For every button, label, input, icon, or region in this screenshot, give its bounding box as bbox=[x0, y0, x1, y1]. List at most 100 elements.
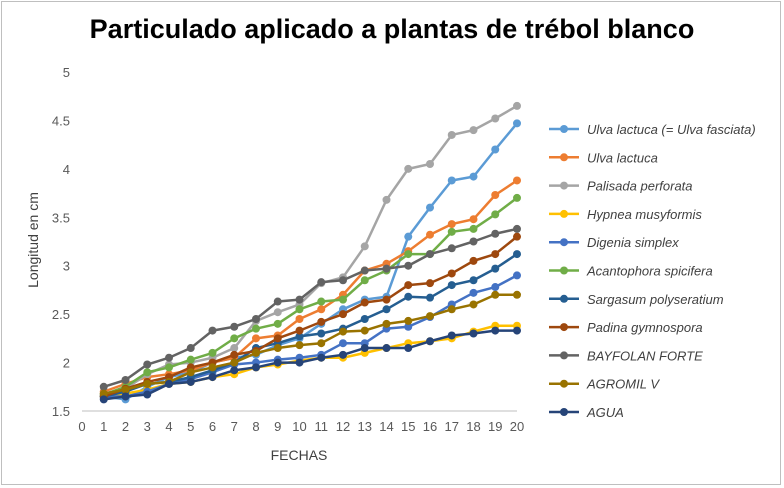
data-point bbox=[317, 353, 326, 362]
data-point bbox=[404, 322, 413, 331]
data-point bbox=[252, 348, 260, 357]
legend-marker bbox=[560, 351, 568, 360]
data-point bbox=[447, 176, 456, 185]
data-point bbox=[295, 341, 304, 350]
data-point bbox=[469, 329, 478, 338]
legend-marker bbox=[560, 153, 568, 162]
chart-title: Particulado aplicado a plantas de trébol… bbox=[89, 14, 695, 44]
data-point bbox=[491, 210, 500, 219]
data-point bbox=[447, 281, 456, 290]
data-point bbox=[426, 293, 434, 302]
data-point bbox=[165, 363, 173, 372]
data-point bbox=[143, 368, 152, 377]
data-point bbox=[317, 305, 326, 314]
data-point bbox=[491, 250, 500, 259]
data-point bbox=[230, 334, 239, 343]
data-point bbox=[426, 337, 434, 346]
data-point bbox=[230, 322, 239, 331]
data-point bbox=[165, 379, 173, 388]
data-point bbox=[273, 358, 282, 367]
legend-marker bbox=[560, 408, 568, 416]
data-point bbox=[426, 312, 434, 321]
data-point bbox=[469, 224, 478, 233]
data-point bbox=[491, 145, 500, 154]
x-tick-label: 1 bbox=[100, 419, 107, 434]
y-tick-label: 2.5 bbox=[52, 307, 70, 322]
data-point bbox=[186, 368, 195, 377]
data-point bbox=[469, 288, 478, 297]
data-point bbox=[317, 339, 326, 348]
data-point bbox=[447, 244, 456, 253]
data-point bbox=[143, 360, 152, 369]
data-point bbox=[513, 290, 521, 299]
data-point bbox=[447, 220, 456, 229]
x-tick-label: 15 bbox=[401, 419, 415, 434]
data-point bbox=[360, 266, 369, 275]
data-point bbox=[491, 229, 500, 238]
data-point bbox=[295, 305, 304, 314]
data-point bbox=[230, 350, 239, 359]
data-point bbox=[513, 224, 521, 233]
x-tick-label: 14 bbox=[379, 419, 393, 434]
data-point bbox=[317, 329, 326, 338]
data-point bbox=[339, 276, 347, 285]
data-point bbox=[208, 373, 217, 382]
data-point bbox=[165, 353, 173, 362]
data-point bbox=[404, 261, 413, 270]
data-point bbox=[513, 193, 521, 202]
y-tick-label: 4 bbox=[63, 162, 70, 177]
data-point bbox=[360, 314, 369, 323]
data-point bbox=[273, 334, 282, 343]
data-point bbox=[339, 339, 347, 348]
data-point bbox=[447, 331, 456, 340]
data-point bbox=[143, 379, 152, 388]
data-point bbox=[273, 297, 282, 306]
y-axis-label: Longitud en cm bbox=[25, 192, 41, 288]
data-point bbox=[252, 324, 260, 333]
y-tick-label: 3 bbox=[63, 259, 70, 274]
legend-label: Ulva lactuca bbox=[587, 150, 658, 165]
x-tick-label: 8 bbox=[252, 419, 259, 434]
data-point bbox=[426, 203, 434, 212]
data-point bbox=[339, 350, 347, 359]
data-point bbox=[99, 382, 108, 391]
data-point bbox=[295, 295, 304, 304]
x-tick-label: 11 bbox=[315, 419, 329, 434]
data-point bbox=[295, 358, 304, 367]
x-tick-label: 17 bbox=[445, 419, 459, 434]
data-point bbox=[404, 292, 413, 301]
x-tick-label: 4 bbox=[165, 419, 172, 434]
data-point bbox=[360, 326, 369, 335]
data-point bbox=[99, 395, 108, 404]
legend-marker bbox=[560, 209, 568, 218]
data-point bbox=[360, 276, 369, 285]
legend-label: Sargasum polyseratium bbox=[587, 292, 724, 307]
legend-label: BAYFOLAN FORTE bbox=[587, 348, 703, 363]
data-point bbox=[404, 250, 413, 259]
data-point bbox=[382, 305, 391, 314]
data-point bbox=[339, 327, 347, 336]
data-point bbox=[382, 195, 391, 204]
x-axis-label: FECHAS bbox=[271, 447, 328, 463]
legend-label: Padina gymnospora bbox=[587, 320, 703, 335]
legend-marker bbox=[560, 323, 568, 332]
data-point bbox=[360, 242, 369, 251]
data-point bbox=[513, 119, 521, 128]
data-point bbox=[273, 319, 282, 328]
x-tick-label: 2 bbox=[122, 419, 129, 434]
data-point bbox=[99, 389, 108, 398]
y-tick-label: 5 bbox=[63, 65, 70, 80]
data-point bbox=[469, 237, 478, 246]
data-point bbox=[426, 279, 434, 288]
data-point bbox=[426, 250, 434, 259]
x-tick-label: 6 bbox=[209, 419, 216, 434]
x-tick-label: 20 bbox=[510, 419, 524, 434]
y-tick-label: 3.5 bbox=[52, 210, 70, 225]
data-point bbox=[360, 298, 369, 307]
data-point bbox=[208, 348, 217, 357]
data-point bbox=[469, 256, 478, 265]
data-point bbox=[317, 317, 326, 326]
legend-label: Digenia simplex bbox=[587, 235, 679, 250]
x-tick-label: 18 bbox=[466, 419, 480, 434]
